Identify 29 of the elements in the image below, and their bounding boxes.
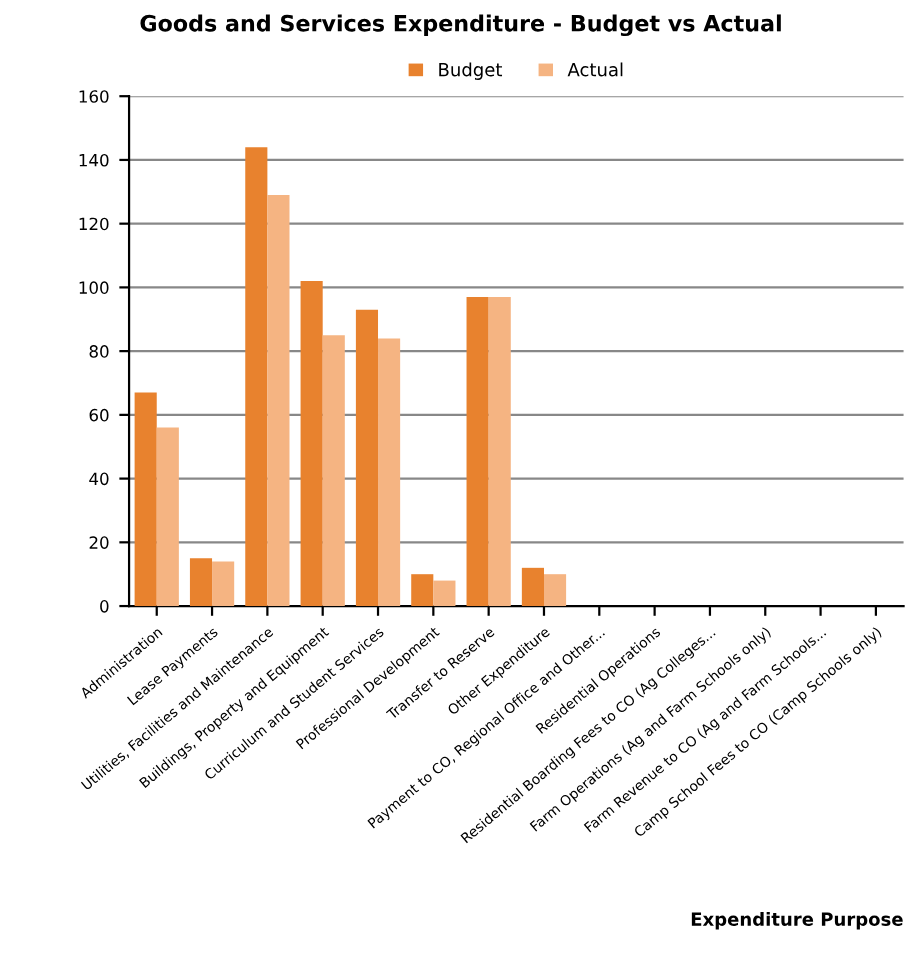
bar (189, 558, 213, 607)
bar (267, 194, 290, 607)
bar (488, 296, 511, 607)
bar (134, 392, 157, 607)
bar (433, 580, 456, 607)
bar (521, 567, 544, 607)
y-tick-label: 20 (89, 536, 109, 549)
y-tick-label: 100 (79, 281, 109, 294)
y-tick-label: 160 (79, 90, 109, 103)
bar (156, 427, 179, 607)
y-tick-label: 0 (100, 600, 109, 613)
bar (300, 281, 323, 607)
y-tick-label: 60 (89, 408, 109, 422)
bar (543, 574, 567, 607)
y-tick-label: 120 (79, 217, 109, 231)
bar (378, 338, 401, 607)
bar (245, 147, 268, 607)
legend-label: Actual (567, 62, 623, 77)
y-tick-label: 80 (89, 345, 109, 358)
bar (212, 561, 235, 607)
bar (466, 296, 489, 607)
legend-label: Budget (439, 62, 503, 80)
x-axis-title: Expenditure Purpose (691, 911, 903, 930)
bar (322, 335, 345, 607)
bar (411, 574, 434, 607)
y-tick-label: 40 (89, 472, 109, 486)
chart-title: Goods and Services Expenditure - Budget vs Actual (140, 14, 781, 37)
y-tick-label: 140 (79, 153, 109, 167)
bar (355, 309, 379, 607)
